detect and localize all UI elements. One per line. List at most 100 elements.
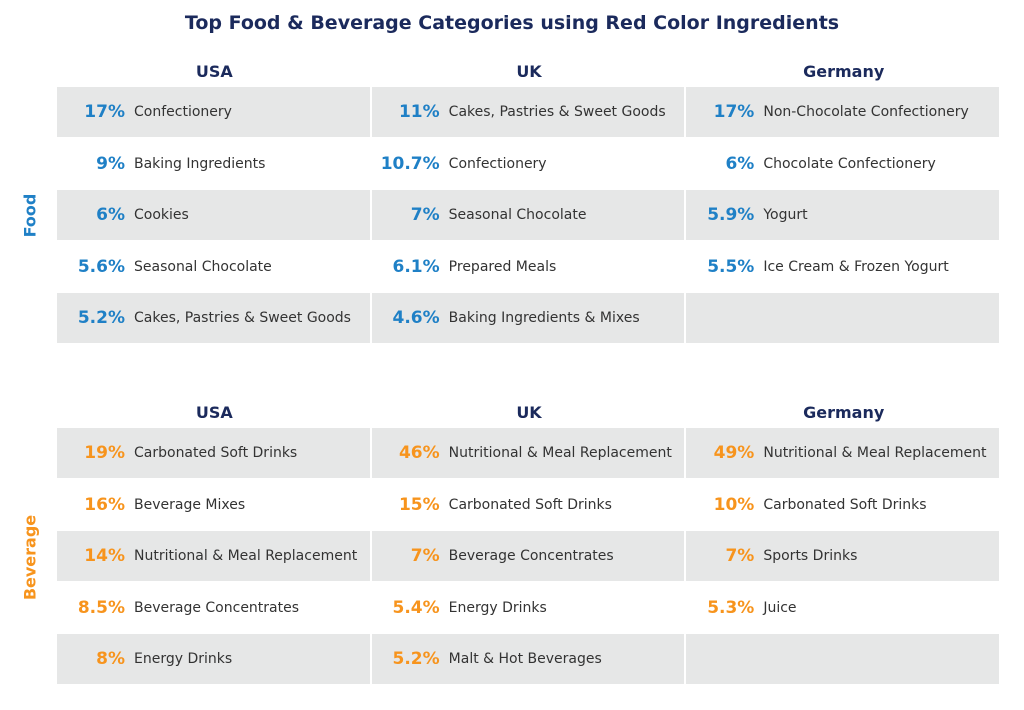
percentage: 17% [84,102,125,122]
percentage: 49% [713,443,755,463]
category-label: Carbonated Soft Drinks [763,496,927,513]
table-row: 8.5% Beverage Concentrates 5.4% Energy Drin… [57,583,1001,633]
category-label: Carbonated Soft Drinks [448,496,612,513]
category-label: Cookies [134,207,189,223]
category-label: Seasonal Chocolate [134,258,272,275]
table-row: 16% Beverage Mixes 15% Carbonated Soft Drin… [57,480,1001,530]
percentage: 5.5% [707,256,755,277]
table-cell: 6.1% Prepared Meals [372,242,685,292]
table-row: 17% Confectionery 11% Cakes, Pastries & Swe… [57,87,1001,137]
category-label: Prepared Meals [448,258,557,275]
category-label: Energy Drinks [134,651,233,667]
category-label: Juice [763,599,797,616]
table-cell: 5.6% Seasonal Chocolate [57,242,370,292]
table-row: 9% Baking Ingredients 10.7% Confectionery 6%… [57,139,1001,189]
table-cell: 5.2% Malt & Hot Beverages [371,634,685,684]
table-cell: 7% Sports Drinks [686,531,1000,581]
percentage: 8.5% [77,597,125,618]
table-row: 19% Carbonated Soft Drinks 46% Nutritional … [57,428,1001,478]
category-label: Nutritional & Meal Replacement [448,445,672,461]
percentage: 7% [725,546,755,566]
page-title: Top Food & Beverage Categories using Red… [184,12,840,34]
table-cell: 5.9% Yogurt [686,190,1000,240]
percentage: 10.7% [380,153,440,174]
percentage: 8% [96,649,125,669]
category-label: Beverage Concentrates [134,599,300,616]
table-cell [686,634,1000,684]
percentage: 6% [96,205,125,225]
section-label-beverage: Beverage [20,514,40,601]
table-cell: 49% Nutritional & Meal Replacement [686,428,1000,478]
table-cell: 5.5% Ice Cream & Frozen Yogurt [686,242,999,292]
percentage: 5.4% [392,597,440,618]
table-cell: 5.4% Energy Drinks [372,583,685,633]
category-label: Cakes, Pastries & Sweet Goods [134,310,351,326]
table-row: 5.2% Cakes, Pastries & Sweet Goods 4.6% Bak… [57,293,1001,343]
category-label: Confectionery [448,155,547,172]
percentage: 7% [410,546,440,566]
percentage: 9% [96,153,125,174]
table-cell: 16% Beverage Mixes [57,480,370,530]
percentage: 17% [713,102,755,122]
table-row: 5.6% Seasonal Chocolate 6.1% Prepared Meals… [57,242,1001,292]
category-label: Baking Ingredients [134,155,266,172]
percentage: 5.9% [707,205,755,225]
column-header: USA [195,403,233,422]
category-label: Confectionery [134,104,232,120]
table-cell: 4.6% Baking Ingredients & Mixes [371,293,685,343]
table-row: 8% Energy Drinks 5.2% Malt & Hot Beverages [57,634,1001,684]
percentage: 11% [398,102,440,122]
percentage: 5.6% [77,256,125,277]
table-cell: 10.7% Confectionery [372,139,685,189]
percentage: 16% [84,494,125,515]
category-label: Malt & Hot Beverages [448,651,602,667]
column-headers: USA UK Germany [57,57,1001,87]
table-cell: 11% Cakes, Pastries & Sweet Goods [371,87,685,137]
table-cell: 15% Carbonated Soft Drinks [372,480,685,530]
category-label: Nutritional & Meal Replacement [134,548,358,564]
column-header: UK [516,62,542,81]
column-header: UK [516,403,542,422]
table-cell: 5.3% Juice [686,583,999,633]
table-cell: 10% Carbonated Soft Drinks [686,480,999,530]
table-cell: 8% Energy Drinks [57,634,370,684]
table-cell [686,293,1000,343]
table-cell: 7% Seasonal Chocolate [371,190,685,240]
table-row: 6% Cookies 7% Seasonal Chocolate 5.9% Yogurt [57,190,1001,240]
table-cell: 6% Chocolate Confectionery [686,139,999,189]
category-label: Carbonated Soft Drinks [134,445,298,461]
percentage: 6% [725,153,755,174]
category-label: Beverage Mixes [134,496,246,513]
category-label: Nutritional & Meal Replacement [763,445,987,461]
category-label: Yogurt [763,207,808,223]
column-header: USA [195,62,233,81]
percentage: 5.2% [392,649,440,669]
category-label: Seasonal Chocolate [448,207,587,223]
category-label: Energy Drinks [448,599,547,616]
percentage: 6.1% [392,256,440,277]
table-row: 14% Nutritional & Meal Replacement 7% Bever… [57,531,1001,581]
category-label: Cakes, Pastries & Sweet Goods [448,104,666,120]
percentage: 7% [410,205,440,225]
column-header: Germany [803,62,885,81]
percentage: 10% [713,494,755,515]
table-cell: 9% Baking Ingredients [57,139,370,189]
table-cell: 5.2% Cakes, Pastries & Sweet Goods [57,293,370,343]
category-label: Chocolate Confectionery [763,155,936,172]
category-label: Baking Ingredients & Mixes [448,310,640,326]
table-cell: 17% Non-Chocolate Confectionery [686,87,1000,137]
table-cell: 8.5% Beverage Concentrates [57,583,370,633]
column-header: Germany [803,403,885,422]
percentage: 4.6% [392,308,440,328]
table-cell: 19% Carbonated Soft Drinks [57,428,370,478]
category-label: Ice Cream & Frozen Yogurt [763,258,949,275]
column-headers: USA UK Germany [57,398,1001,428]
table-cell: 14% Nutritional & Meal Replacement [57,531,370,581]
table-cell: 6% Cookies [57,190,370,240]
percentage: 19% [84,443,125,463]
percentage: 14% [84,546,125,566]
percentage: 15% [398,494,440,515]
category-label: Non-Chocolate Confectionery [763,104,969,120]
table-cell: 46% Nutritional & Meal Replacement [371,428,685,478]
category-label: Sports Drinks [763,548,858,564]
